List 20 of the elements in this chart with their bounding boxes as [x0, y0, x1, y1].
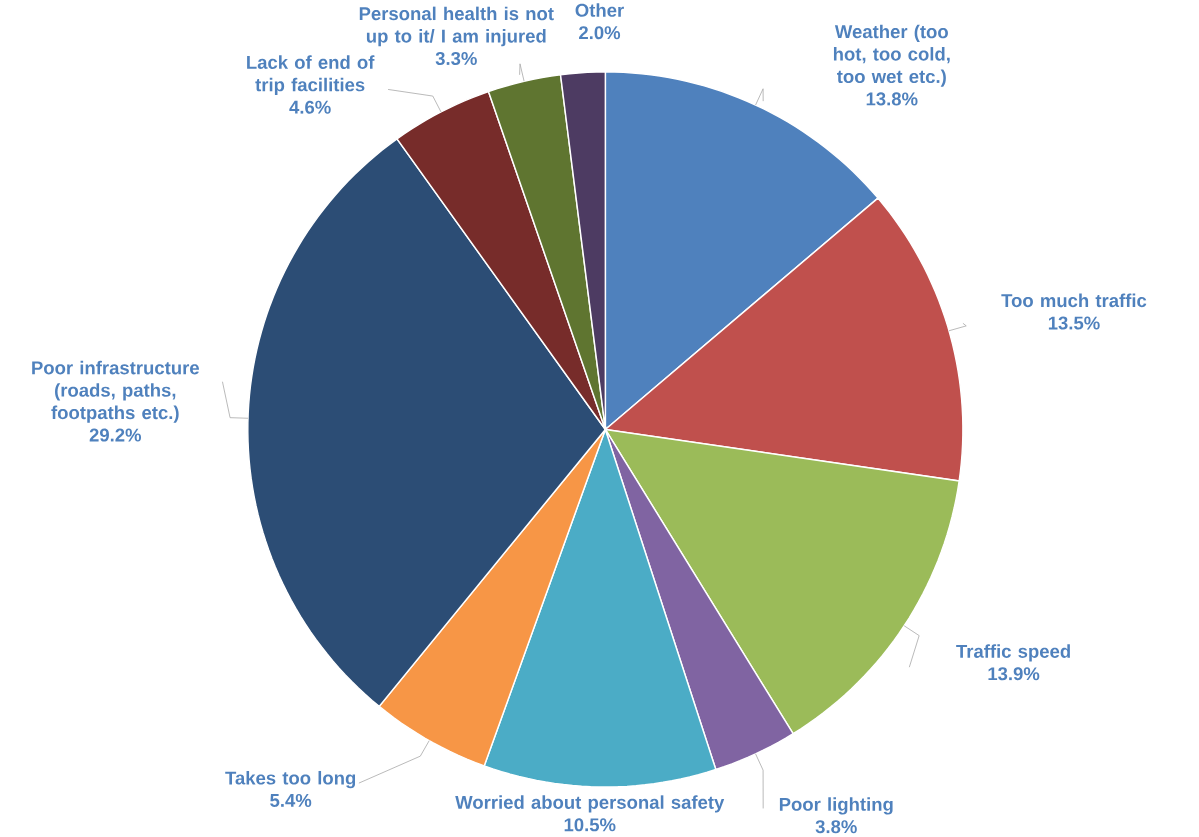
slice-label: Other — [575, 3, 624, 18]
data-label: 3.8% — [815, 820, 857, 834]
data-label: 3.3% — [435, 52, 477, 66]
data-label: 29.2% — [89, 428, 142, 442]
data-label: 10.5% — [564, 818, 616, 832]
data-label: 13.9% — [988, 667, 1040, 681]
slice-label: Too much traffic — [1001, 293, 1147, 308]
slice-label: Weather (too hot, too cold, too wet etc.) — [833, 24, 950, 87]
slice-label: Lack of end of trip facilities — [247, 55, 375, 96]
data-label: 5.4% — [270, 794, 312, 808]
slice-label: Poor lighting — [779, 797, 893, 815]
data-label: 13.8% — [866, 92, 918, 106]
data-label: 2.0% — [579, 26, 621, 40]
slice-label: Poor infrastructure (roads, paths, footpaths etc.) — [32, 361, 199, 424]
slice-label: Personal health is not up to it/ I am injured — [359, 6, 554, 47]
slice-label: Worried about personal safety — [455, 795, 725, 813]
slice-label: Traffic speed — [956, 644, 1070, 662]
data-label: 13.5% — [1048, 316, 1100, 330]
data-label: 4.6% — [289, 100, 331, 115]
slice-label: Takes too long — [225, 771, 356, 789]
